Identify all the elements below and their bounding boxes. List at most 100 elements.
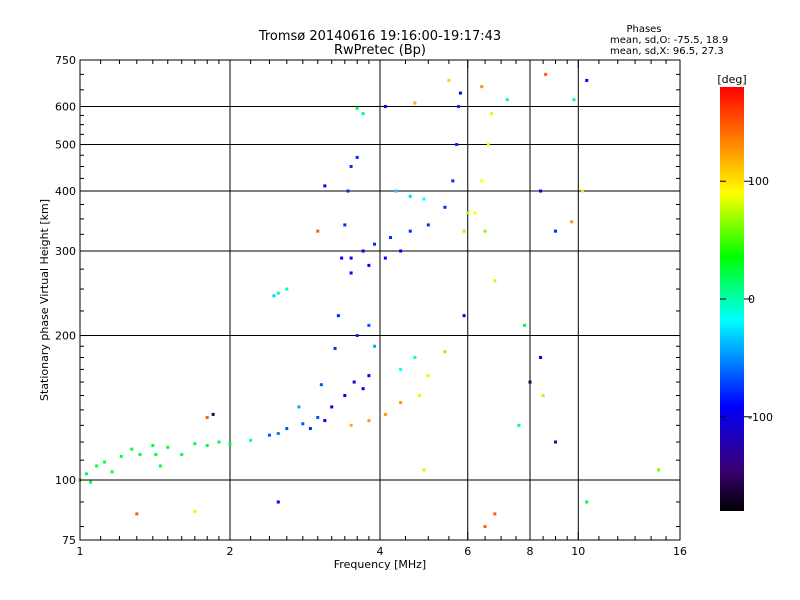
data-point <box>267 433 271 437</box>
x-axis-label: Frequency [MHz] <box>334 558 426 571</box>
y-tick-label: 600 <box>55 101 76 114</box>
legend-entry-o: mean, sd,O: -75.5, 18.9 <box>610 35 728 46</box>
data-point <box>373 242 377 246</box>
data-point <box>383 256 387 260</box>
data-point <box>383 412 387 416</box>
data-point <box>297 405 301 409</box>
data-point <box>276 500 280 504</box>
data-point <box>455 143 459 147</box>
data-point <box>349 271 353 275</box>
data-point <box>316 415 320 419</box>
data-point <box>330 405 334 409</box>
data-point <box>408 229 412 233</box>
y-tick-label: 300 <box>55 245 76 258</box>
data-point <box>486 143 490 147</box>
data-point <box>95 464 99 468</box>
y-axis-label: Stationary phase Virtual Height [km] <box>38 199 51 401</box>
data-point <box>462 314 466 318</box>
chart-title: Tromsø 20140616 19:16:00-19:17:43 <box>258 29 501 44</box>
data-point <box>462 229 466 233</box>
data-point <box>399 401 403 405</box>
data-point <box>541 394 545 398</box>
data-point <box>110 470 114 474</box>
data-point <box>228 442 232 446</box>
data-point <box>399 367 403 371</box>
data-point <box>443 350 447 354</box>
grid-lines <box>80 60 680 540</box>
data-point <box>89 480 93 484</box>
data-point <box>458 91 462 95</box>
data-point <box>166 445 170 449</box>
data-point <box>490 112 494 116</box>
data-point <box>135 512 139 516</box>
x-tick-label: 6 <box>464 545 471 558</box>
data-point <box>447 78 451 82</box>
x-tick-label: 16 <box>673 545 687 558</box>
y-ticks: 75 100 200 300 400 500 600 750 <box>55 54 680 547</box>
data-point <box>457 105 461 109</box>
data-point <box>585 78 589 82</box>
x-ticks: 1 2 4 6 8 10 16 <box>77 60 687 558</box>
data-point <box>585 500 589 504</box>
data-point <box>349 256 353 260</box>
legend-entry-x: mean, sd,X: 96.5, 27.3 <box>610 46 724 57</box>
data-point <box>349 164 353 168</box>
data-point <box>426 223 430 227</box>
data-point <box>158 464 162 468</box>
data-point <box>84 472 88 476</box>
data-point <box>367 323 371 327</box>
data-point <box>193 442 197 446</box>
data-point <box>352 380 356 384</box>
data-point <box>308 427 312 431</box>
colorbar-tick-label: 0 <box>748 293 755 306</box>
data-point <box>451 179 455 183</box>
data-point <box>408 194 412 198</box>
data-point <box>394 189 398 193</box>
data-point <box>361 249 365 253</box>
y-tick-label: 500 <box>55 139 76 152</box>
data-point <box>355 106 359 110</box>
data-point <box>413 101 417 105</box>
data-point <box>301 422 305 426</box>
data-point <box>285 427 289 431</box>
data-point <box>505 98 509 102</box>
data-point <box>553 440 557 444</box>
data-point <box>493 512 497 516</box>
legend-title: Phases <box>626 24 661 35</box>
data-point <box>367 419 371 423</box>
data-point <box>138 453 142 457</box>
data-point <box>355 334 359 338</box>
data-points <box>78 72 661 529</box>
data-point <box>570 220 574 224</box>
colorbar-tick-label: 100 <box>748 175 769 188</box>
data-point <box>361 387 365 391</box>
data-point <box>466 211 470 215</box>
data-point <box>483 525 487 529</box>
data-point <box>211 412 215 416</box>
colorbar-tick-label: -100 <box>748 411 773 424</box>
data-point <box>151 444 155 448</box>
data-point <box>217 440 221 444</box>
data-point <box>389 236 393 240</box>
data-point <box>493 279 497 283</box>
data-point <box>539 189 543 193</box>
data-point <box>572 98 576 102</box>
data-point <box>323 419 327 423</box>
data-point <box>483 229 487 233</box>
data-point <box>657 468 661 472</box>
x-tick-label: 10 <box>571 545 585 558</box>
y-tick-label: 75 <box>62 534 76 547</box>
data-point <box>480 179 484 183</box>
data-point <box>130 447 134 451</box>
data-point <box>285 287 289 291</box>
data-point <box>103 460 107 464</box>
data-point <box>480 85 484 89</box>
y-tick-label: 100 <box>55 474 76 487</box>
data-point <box>367 374 371 378</box>
data-point <box>346 189 350 193</box>
data-point <box>343 394 347 398</box>
data-point <box>367 263 371 267</box>
colorbar-ticks: 100 0 -100 <box>720 175 773 424</box>
data-point <box>553 229 557 233</box>
